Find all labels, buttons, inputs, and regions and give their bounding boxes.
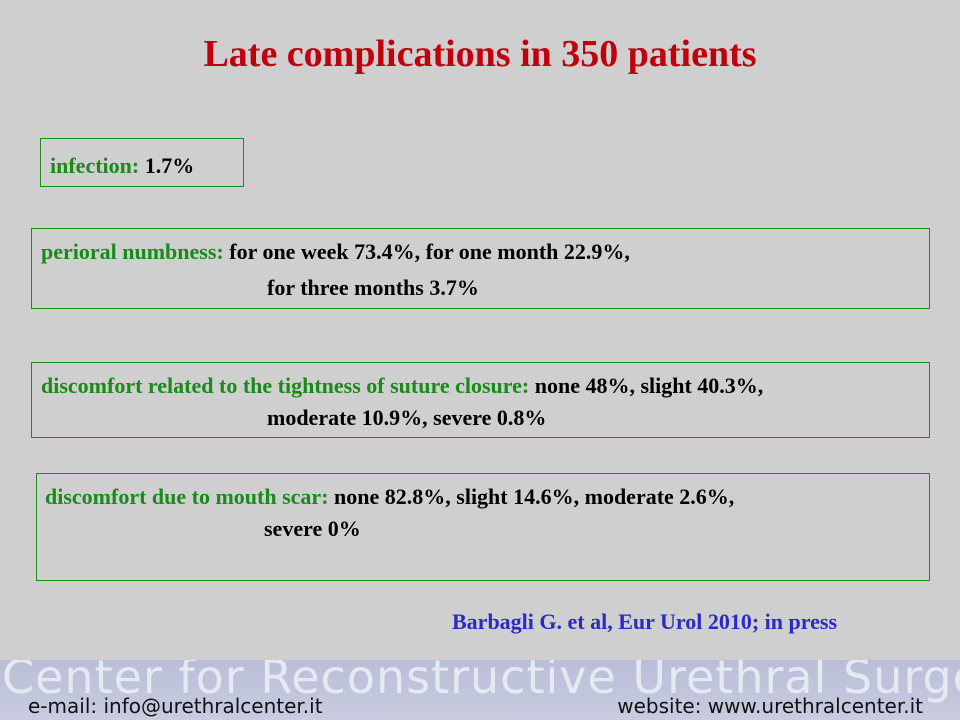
footer-banner: Center for Reconstructive Urethral Surge… bbox=[0, 660, 960, 720]
scar-line1: none 82.8%, slight 14.6%, moderate 2.6%, bbox=[334, 484, 735, 509]
numbness-label: perioral numbness: bbox=[41, 239, 224, 264]
infection-box: infection: 1.7% bbox=[40, 138, 244, 187]
website-link[interactable]: website: www.urethralcenter.it bbox=[617, 694, 923, 718]
numbness-line1: for one week 73.4%, for one month 22.9%, bbox=[229, 239, 630, 264]
citation: Barbagli G. et al, Eur Urol 2010; in pre… bbox=[452, 609, 838, 634]
email-link[interactable]: e-mail: info@urethralcenter.it bbox=[28, 694, 323, 718]
center-name-banner: Center for Reconstructive Urethral Surge… bbox=[2, 660, 960, 704]
tightness-line1: none 48%, slight 40.3%, bbox=[534, 373, 764, 398]
scar-label: discomfort due to mouth scar: bbox=[45, 484, 329, 509]
scar-box: discomfort due to mouth scar: none 82.8%… bbox=[36, 473, 930, 581]
tightness-label: discomfort related to the tightness of s… bbox=[41, 373, 530, 398]
slide-title: Late complications in 350 patients bbox=[203, 33, 757, 75]
infection-value: 1.7% bbox=[144, 153, 195, 178]
numbness-line2: for three months 3.7% bbox=[267, 275, 479, 300]
tightness-box: discomfort related to the tightness of s… bbox=[31, 362, 930, 438]
numbness-box: perioral numbness: for one week 73.4%, f… bbox=[31, 228, 930, 309]
tightness-line2: moderate 10.9%, severe 0.8% bbox=[267, 405, 547, 430]
scar-line2: severe 0% bbox=[264, 516, 361, 541]
infection-label: infection: bbox=[50, 153, 140, 178]
